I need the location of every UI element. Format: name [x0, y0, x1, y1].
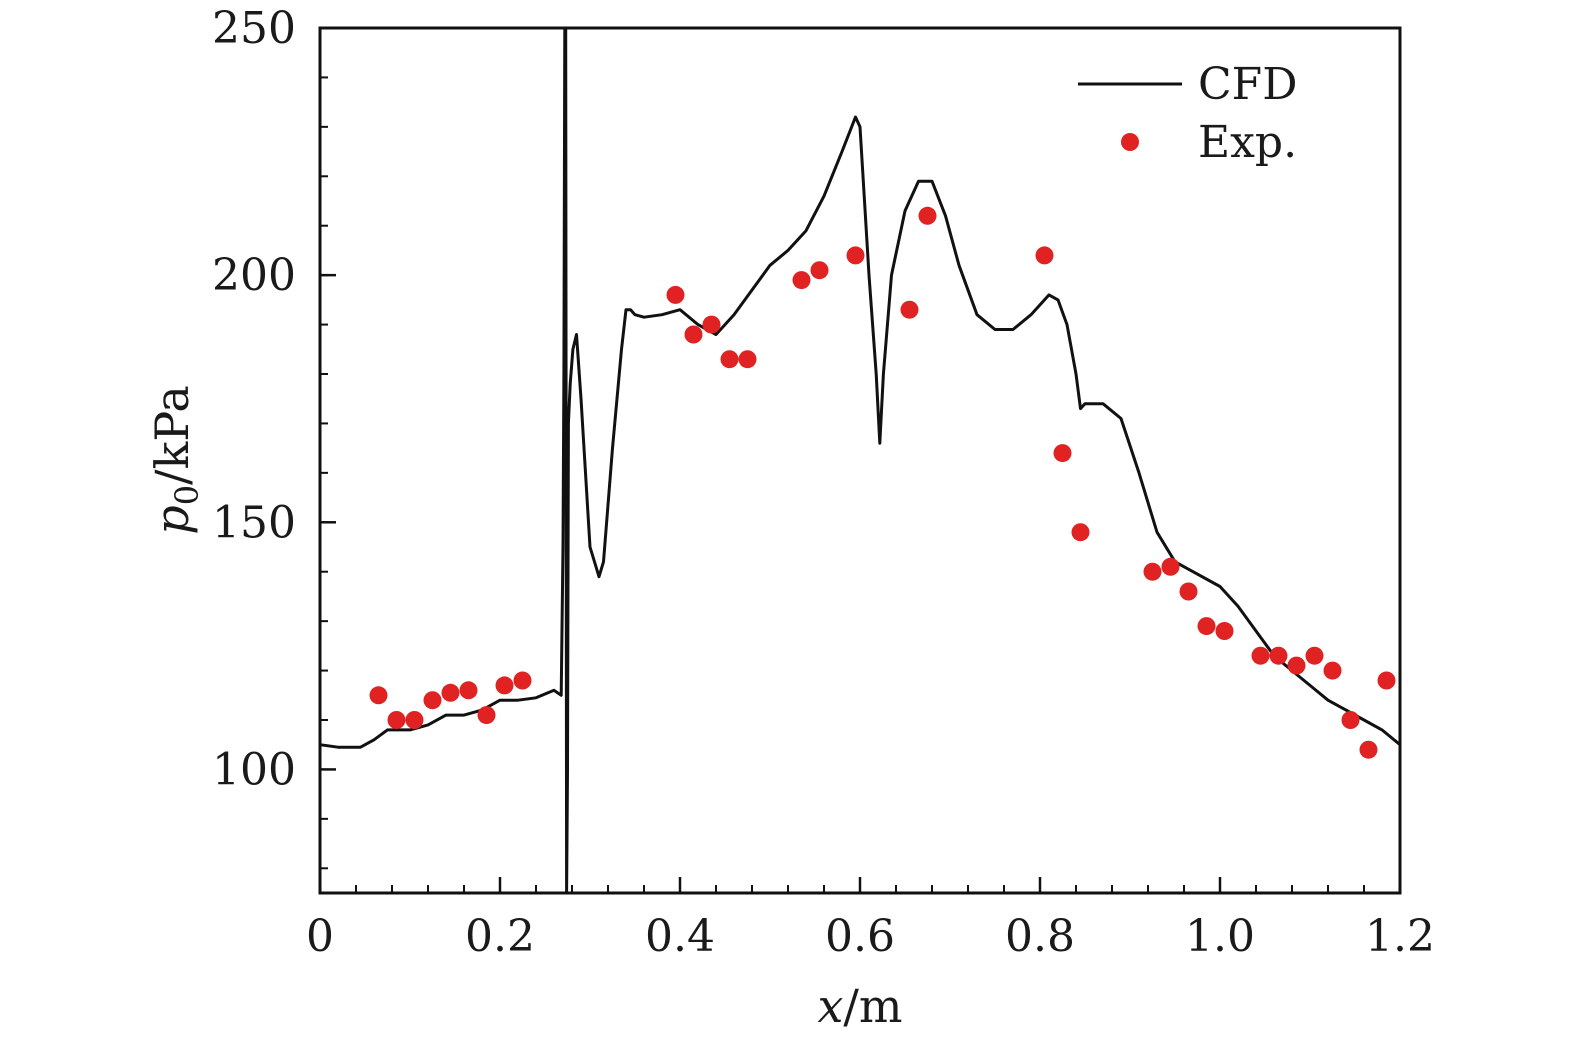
exp-point: [495, 676, 514, 695]
y-tick-label: 150: [212, 497, 296, 548]
exp-point: [666, 285, 685, 304]
exp-point: [1305, 646, 1324, 665]
exp-point: [387, 711, 406, 729]
exp-point: [423, 691, 442, 710]
exp-point: [846, 246, 865, 265]
y-axis-label-sub: 0: [168, 485, 206, 505]
exp-point: [405, 711, 424, 729]
x-tick-label: 0.2: [465, 911, 535, 962]
cfd-line: [319, 26, 1401, 895]
exp-point: [1359, 740, 1378, 759]
exp-point: [1161, 557, 1180, 576]
y-tick-label: 100: [212, 744, 296, 795]
minor-ticks: [319, 27, 1401, 893]
exp-point: [1251, 646, 1270, 665]
exp-point: [1323, 661, 1342, 680]
exp-point: [1269, 646, 1288, 665]
exp-point: [918, 206, 937, 225]
exp-point: [702, 315, 721, 334]
x-tick-label: 0: [306, 911, 334, 962]
exp-point: [792, 271, 811, 290]
legend: CFD Exp.: [1078, 59, 1297, 168]
exp-point: [900, 300, 919, 319]
x-axis-label: x/m: [817, 979, 902, 1033]
exp-point: [810, 261, 829, 280]
exp-point: [1197, 617, 1216, 636]
y-tick-label: 200: [212, 250, 296, 301]
series-layer: [319, 26, 1401, 895]
exp-point: [1179, 582, 1198, 601]
exp-point: [684, 325, 703, 344]
y-axis-label: p0/kPa: [145, 385, 206, 535]
exp-point: [1215, 622, 1234, 640]
exp-point: [1071, 523, 1090, 542]
x-tick-label: 1.2: [1365, 911, 1435, 962]
legend-cfd-label: CFD: [1198, 59, 1297, 110]
exp-point: [720, 350, 739, 369]
y-tick-label: 250: [212, 3, 296, 54]
x-tick-label: 0.8: [1005, 911, 1075, 962]
exp-point: [1341, 711, 1360, 729]
x-tick-label: 0.4: [645, 911, 715, 962]
exp-point: [1143, 562, 1162, 581]
legend-exp-marker: [1121, 133, 1139, 151]
x-axis-label-unit: /m: [843, 979, 902, 1033]
exp-point: [459, 681, 478, 700]
x-tick-label: 0.6: [825, 911, 895, 962]
exp-point: [1377, 671, 1396, 690]
y-tick-labels: 100 150 200 250: [212, 3, 296, 795]
legend-exp-label: Exp.: [1198, 117, 1297, 168]
x-axis-label-var: x: [817, 979, 843, 1033]
exp-point: [441, 683, 460, 702]
exp-point: [477, 706, 496, 725]
exp-point: [1287, 656, 1306, 675]
exp-point: [1035, 246, 1054, 265]
exp-point: [369, 686, 388, 705]
exp-point: [1053, 444, 1072, 463]
exp-point: [738, 350, 757, 369]
y-axis-label-unit: /kPa: [145, 385, 199, 485]
x-tick-labels: 0 0.2 0.4 0.6 0.8 1.0 1.2: [306, 911, 1435, 962]
exp-point: [513, 671, 532, 690]
major-ticks: [318, 26, 1402, 893]
y-axis-label-var: p: [145, 505, 199, 534]
x-tick-label: 1.0: [1185, 911, 1255, 962]
